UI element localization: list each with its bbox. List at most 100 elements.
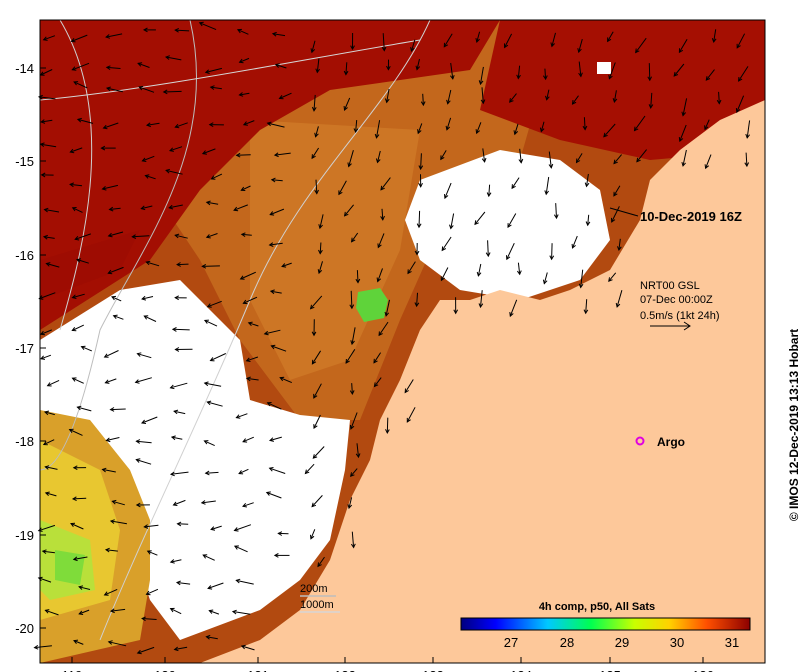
current-arrow-icon — [247, 321, 259, 327]
current-arrow-icon — [104, 378, 117, 384]
current-arrow-icon — [380, 177, 391, 191]
contour-1000-label: 1000m — [300, 599, 334, 611]
current-arrow-icon — [102, 122, 119, 130]
current-arrow-icon — [174, 27, 190, 33]
current-arrow-icon — [146, 550, 158, 556]
current-arrow-icon — [265, 491, 282, 499]
current-arrow-icon — [375, 150, 381, 164]
current-arrow-icon — [311, 350, 322, 365]
current-arrow-icon — [633, 115, 646, 132]
current-arrow-icon — [105, 437, 120, 443]
current-arrow-icon — [266, 402, 282, 410]
current-arrow-icon — [310, 40, 316, 54]
current-arrow-icon — [578, 269, 584, 289]
current-arrow-icon — [608, 272, 617, 283]
current-arrow-icon — [41, 549, 55, 554]
current-arrow-icon — [617, 238, 622, 252]
current-arrow-icon — [480, 87, 486, 105]
current-arrow-icon — [384, 89, 390, 104]
current-arrow-icon — [549, 243, 555, 261]
land-mass — [200, 100, 765, 663]
current-arrow-icon — [582, 117, 588, 131]
current-arrow-icon — [135, 502, 150, 508]
current-arrow-icon — [449, 213, 455, 230]
current-arrow-icon — [384, 299, 390, 317]
current-arrow-icon — [235, 578, 254, 585]
current-arrow-icon — [647, 63, 653, 82]
current-arrow-icon — [304, 463, 315, 475]
current-arrow-icon — [277, 531, 289, 536]
current-arrow-icon — [584, 173, 590, 188]
current-arrow-icon — [242, 436, 254, 443]
current-arrow-icon — [350, 232, 359, 243]
current-arrow-icon — [545, 89, 550, 101]
current-arrow-icon — [208, 122, 224, 128]
current-arrow-icon — [80, 345, 92, 352]
current-arrow-icon — [266, 121, 285, 128]
current-arrow-icon — [380, 208, 385, 221]
colorbar-tick-label: 30 — [670, 635, 684, 650]
current-arrow-icon — [441, 236, 452, 252]
current-arrow-icon — [350, 468, 358, 477]
current-arrow-icon — [101, 467, 116, 473]
current-arrow-icon — [109, 407, 126, 412]
current-arrow-icon — [169, 471, 189, 477]
current-arrow-icon — [613, 154, 622, 165]
current-arrow-icon — [174, 347, 193, 352]
current-arrow-icon — [705, 69, 715, 81]
colorbar-tick-label: 28 — [560, 635, 574, 650]
current-arrow-icon — [103, 350, 119, 358]
current-arrow-icon — [206, 400, 223, 407]
current-arrow-icon — [269, 208, 285, 216]
current-arrow-icon — [343, 97, 351, 111]
current-arrow-icon — [349, 383, 355, 396]
current-arrow-icon — [42, 234, 55, 240]
current-arrow-icon — [444, 182, 452, 200]
current-arrow-icon — [539, 121, 545, 133]
current-arrow-icon — [73, 81, 88, 89]
current-arrow-icon — [636, 149, 647, 163]
current-arrow-icon — [240, 644, 255, 651]
current-arrow-icon — [43, 410, 55, 416]
current-arrow-icon — [544, 176, 550, 196]
current-arrow-icon — [608, 62, 616, 80]
current-arrow-icon — [585, 214, 591, 227]
current-arrow-icon — [314, 126, 319, 138]
current-arrow-icon — [203, 319, 218, 327]
current-arrow-icon — [270, 344, 287, 352]
current-arrow-icon — [171, 327, 190, 332]
current-arrow-icon — [235, 152, 251, 158]
current-arrow-icon — [716, 91, 722, 105]
current-arrow-icon — [44, 491, 57, 497]
current-arrow-icon — [176, 521, 189, 527]
current-arrow-icon — [70, 522, 84, 530]
current-arrow-icon — [240, 185, 251, 191]
current-arrow-icon — [453, 297, 459, 315]
current-arrow-icon — [418, 174, 423, 188]
current-arrow-icon — [648, 92, 654, 109]
current-arrow-icon — [263, 329, 281, 336]
current-arrow-icon — [233, 545, 248, 553]
current-arrow-icon — [274, 63, 287, 69]
current-arrow-icon — [420, 93, 426, 107]
current-arrow-icon — [74, 233, 91, 241]
current-arrow-icon — [417, 123, 423, 135]
current-arrow-icon — [678, 39, 688, 54]
current-arrow-icon — [736, 33, 746, 49]
current-arrow-icon — [108, 206, 121, 212]
current-arrow-icon — [169, 559, 182, 564]
current-arrow-icon — [343, 204, 354, 217]
current-arrow-icon — [111, 499, 125, 506]
current-arrow-icon — [71, 377, 84, 384]
current-arrow-icon — [144, 174, 156, 180]
current-arrow-icon — [338, 180, 347, 196]
current-arrow-icon — [242, 502, 254, 508]
current-arrow-icon — [513, 123, 519, 136]
current-arrow-icon — [548, 151, 554, 169]
current-arrow-icon — [43, 207, 60, 213]
current-arrow-icon — [202, 554, 215, 561]
y-tick-label: -20 — [15, 621, 34, 636]
current-arrow-icon — [345, 349, 356, 364]
y-tick-label: -17 — [15, 341, 34, 356]
current-arrow-icon — [410, 39, 416, 52]
